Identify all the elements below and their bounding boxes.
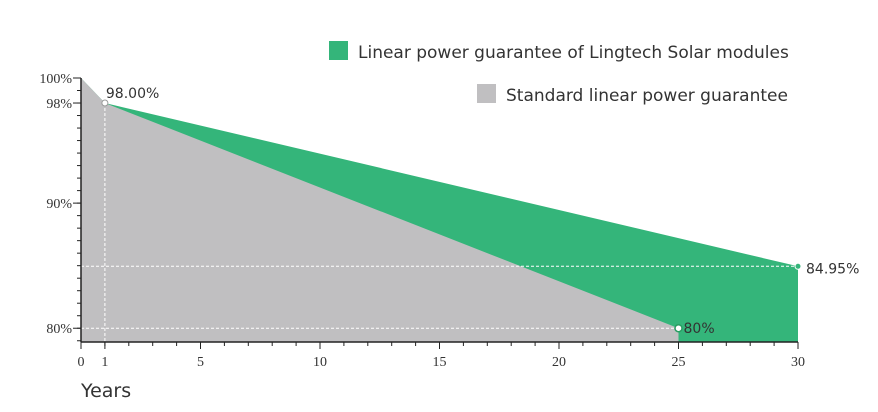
annotation-label: 84.95%: [806, 261, 859, 277]
legend-label-lingtech: Linear power guarantee of Lingtech Solar…: [358, 43, 789, 63]
legend-swatch-lingtech: [329, 41, 348, 60]
chart-guides: [81, 103, 798, 342]
y-tick-label: 98%: [46, 97, 72, 112]
annotation-label: 80%: [684, 321, 715, 337]
y-tick-label: 90%: [46, 197, 72, 212]
legend-swatch-standard: [477, 84, 496, 103]
point-year-30: [794, 262, 802, 270]
y-tick-label: 80%: [46, 322, 72, 337]
annotation-label: 98.00%: [106, 86, 159, 102]
x-tick-label: 0: [78, 355, 85, 370]
y-tick-label: 100%: [39, 72, 72, 87]
x-tick-label: 10: [313, 355, 327, 370]
x-tick-label: 1: [101, 355, 108, 370]
chart-legend: Linear power guarantee of Lingtech Solar…: [329, 41, 789, 106]
x-axis-label: Years: [80, 380, 131, 402]
chart-annotations: 98.00% 80% 84.95%: [101, 86, 859, 337]
x-tick-label: 25: [672, 355, 686, 370]
x-tick-label: 15: [433, 355, 447, 370]
chart-axes: 100%98%90%80%0 1 5 10 15 20 25 30: [39, 72, 805, 370]
chart-areas: [81, 78, 798, 342]
x-tick-label: 20: [552, 355, 566, 370]
area-standard: [81, 78, 679, 342]
point-year-25: [674, 323, 683, 333]
legend-label-standard: Standard linear power guarantee: [506, 86, 788, 106]
point-year-1: [101, 99, 109, 107]
x-tick-label: 5: [197, 355, 204, 370]
x-tick-label: 30: [791, 355, 805, 370]
